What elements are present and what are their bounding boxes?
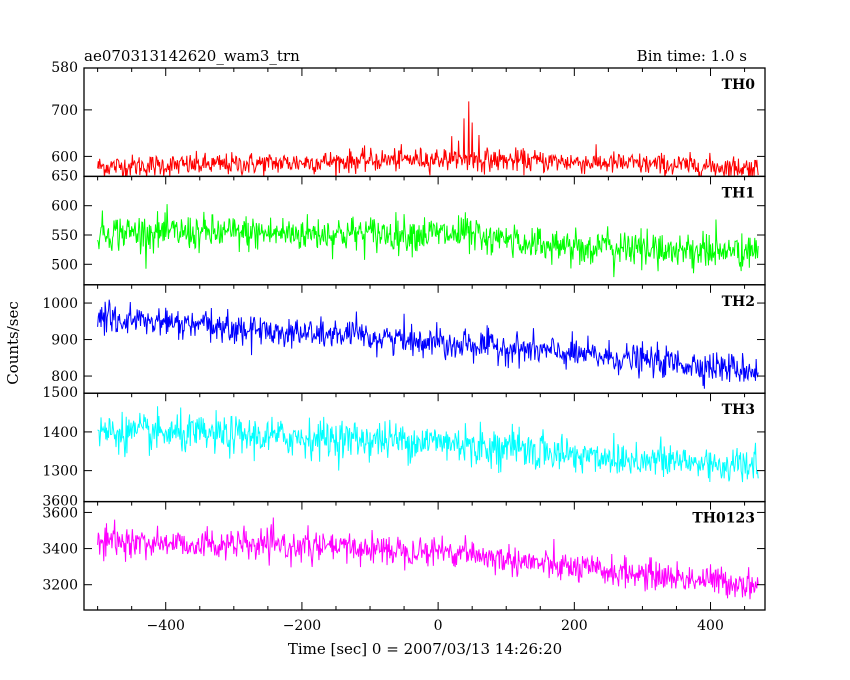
y-tick-label: 650 xyxy=(51,168,78,184)
x-tick-label: 0 xyxy=(434,618,443,634)
series-th0123-line xyxy=(97,517,759,600)
x-tick-label: −400 xyxy=(146,618,184,634)
series-th0-line xyxy=(97,101,759,177)
y-tick-label: 600 xyxy=(51,149,78,165)
y-tick-label: 700 xyxy=(51,103,78,119)
y-tick-label: 1400 xyxy=(42,425,78,441)
x-axis: −400 −200 0 200 400 xyxy=(97,68,746,634)
y-tick-label: 550 xyxy=(51,228,78,244)
y-tick-label: 500 xyxy=(51,257,78,273)
panel-label: TH2 xyxy=(722,294,755,310)
y-tick-label: 3200 xyxy=(42,578,78,594)
panel-th3: 1300 1400 1500 TH3 xyxy=(42,385,766,503)
y-tick-label: 3600 xyxy=(42,494,78,510)
series-th3-line xyxy=(97,406,759,483)
y-tick-label: 1000 xyxy=(42,296,78,312)
bin-time-label: Bin time: 1.0 s xyxy=(637,47,747,65)
panel-label: TH0123 xyxy=(692,511,755,527)
y-tick-label: 600 xyxy=(51,199,78,215)
panel-th2: 800 900 1000 TH2 xyxy=(42,284,766,394)
series-th2-line xyxy=(97,299,759,389)
panel-label: TH3 xyxy=(722,402,755,418)
y-tick-label: 3600 xyxy=(42,505,78,521)
y-tick-label: 900 xyxy=(51,333,78,349)
panels-group: 600 700 580 TH0 500 550 600 650 TH1 800 900 1000 TH2… xyxy=(42,60,766,611)
panel-th0: 600 700 580 TH0 xyxy=(51,60,766,178)
x-tick-label: −200 xyxy=(283,618,321,634)
x-tick-label: 200 xyxy=(561,618,588,634)
y-tick-label: 580 xyxy=(51,60,78,76)
y-tick-label: 1500 xyxy=(42,385,78,401)
chart-title: ae070313142620_wam3_trn xyxy=(84,47,300,65)
panel-label: TH1 xyxy=(722,185,755,201)
series-th1-line xyxy=(97,204,759,278)
y-tick-label: 1300 xyxy=(42,464,78,480)
panel-th1: 500 550 600 650 TH1 xyxy=(51,168,766,286)
y-axis-label: Counts/sec xyxy=(4,301,22,385)
x-tick-label: 400 xyxy=(697,618,724,634)
panel-label: TH0 xyxy=(722,77,756,93)
y-tick-label: 3400 xyxy=(42,542,78,558)
y-tick-label: 800 xyxy=(51,369,78,385)
x-axis-label: Time [sec] 0 = 2007/03/13 14:26:20 xyxy=(288,640,562,658)
panel-frame xyxy=(83,500,766,611)
